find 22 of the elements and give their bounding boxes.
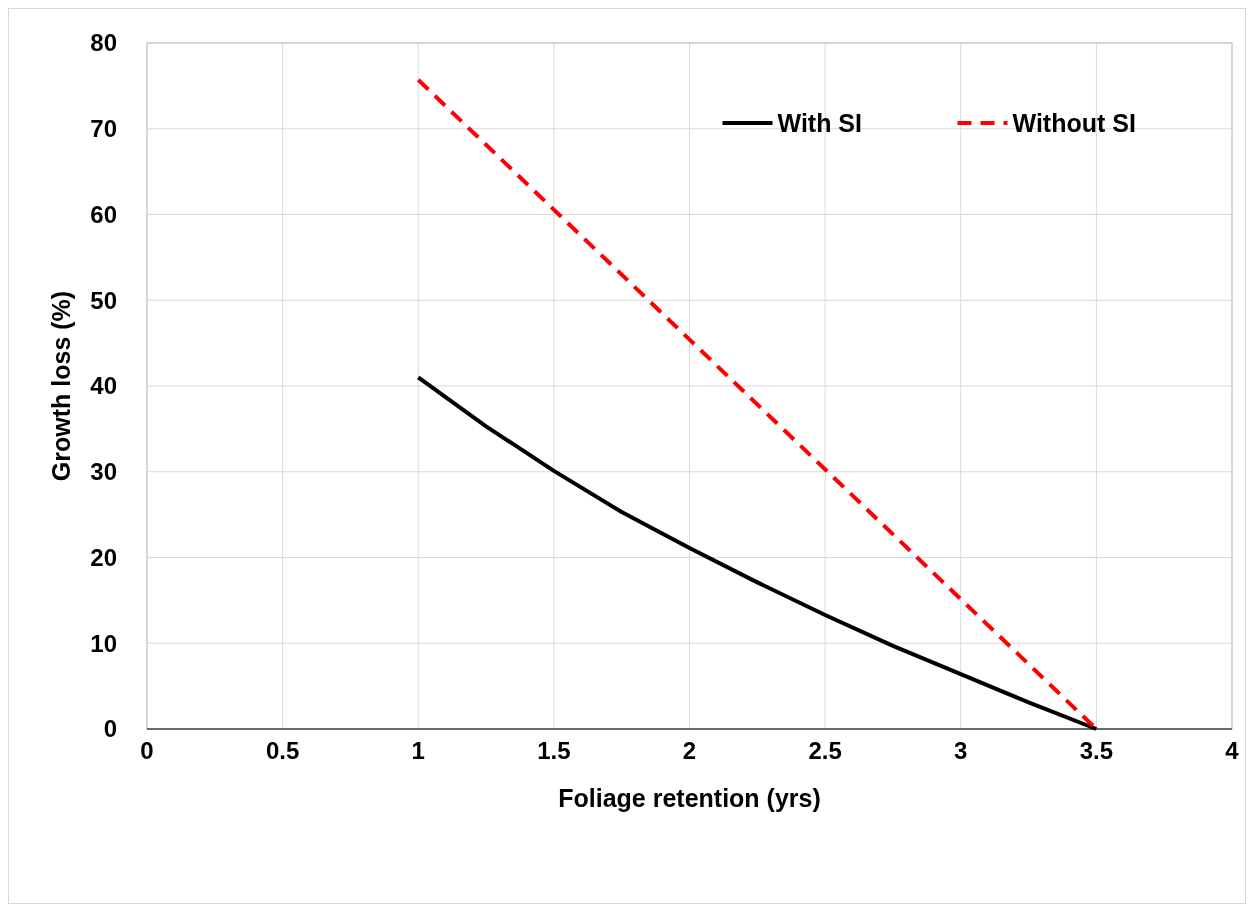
x-tick-label: 3.5 — [1079, 737, 1114, 764]
x-tick-label: 4 — [1225, 737, 1240, 764]
legend-label: Without SI — [1012, 108, 1136, 137]
y-tick-label: 0 — [103, 715, 117, 743]
x-tick-label: 0.5 — [265, 737, 300, 764]
y-tick-label: 60 — [90, 200, 117, 228]
legend-label: With SI — [777, 108, 862, 137]
x-tick-label: 3 — [954, 737, 968, 764]
y-tick-label: 50 — [90, 286, 117, 314]
x-tick-label: 1.5 — [537, 737, 571, 764]
y-tick-label: 30 — [90, 458, 117, 486]
y-axis-title: Growth loss (%) — [47, 290, 75, 482]
y-tick-label: 10 — [90, 629, 117, 657]
x-tick-label: 1 — [411, 737, 425, 764]
x-tick-label: 2.5 — [808, 737, 842, 764]
y-tick-label: 80 — [90, 29, 117, 57]
x-axis-title: Foliage retention (yrs) — [558, 784, 821, 812]
y-tick-label: 70 — [90, 115, 117, 143]
y-tick-label: 40 — [90, 372, 117, 400]
x-tick-label: 0 — [140, 737, 154, 764]
y-tick-label: 20 — [90, 543, 117, 571]
x-tick-label: 2 — [682, 737, 697, 764]
